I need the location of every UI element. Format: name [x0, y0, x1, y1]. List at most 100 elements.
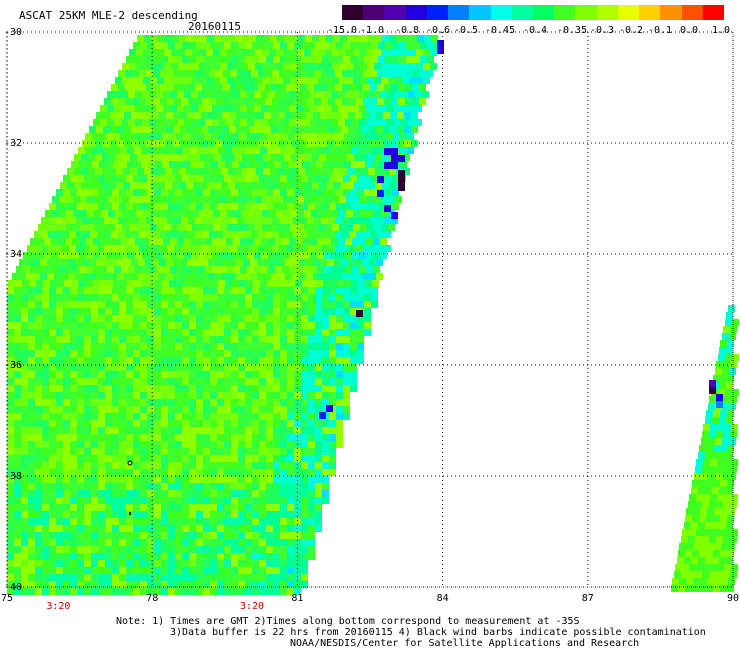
swath-cell: [88, 168, 95, 175]
swath-cell: [203, 525, 210, 532]
swath-cell: [385, 189, 392, 196]
swath-cell: [98, 301, 105, 308]
swath-cell: [161, 371, 168, 378]
swath-cell: [155, 161, 162, 168]
swath-cell: [376, 112, 383, 119]
swath-cell: [238, 350, 245, 357]
swath-cell: [119, 322, 126, 329]
swath-cell: [119, 350, 126, 357]
swath-cell: [234, 63, 241, 70]
swath-cell: [70, 203, 77, 210]
swath-cell: [391, 155, 398, 162]
swath-cell: [322, 189, 329, 196]
swath-cell: [147, 427, 154, 434]
swath-cell: [56, 287, 63, 294]
swath-cell: [265, 70, 272, 77]
swath-cell: [313, 273, 320, 280]
swath-cell: [140, 371, 147, 378]
swath-cell: [182, 462, 189, 469]
swath-cell: [175, 385, 182, 392]
swath-cell: [175, 546, 182, 553]
swath-cell: [159, 112, 166, 119]
swath-cell: [684, 557, 691, 564]
swath-cell: [119, 525, 126, 532]
swath-cell: [147, 434, 154, 441]
swath-cell: [280, 392, 287, 399]
swath-cell: [231, 357, 238, 364]
swath-cell: [35, 525, 42, 532]
swath-cell: [245, 476, 252, 483]
swath-cell: [119, 399, 126, 406]
swath-cell: [70, 427, 77, 434]
swath-cell: [287, 553, 294, 560]
swath-cell: [203, 336, 210, 343]
swath-cell: [360, 63, 367, 70]
swath-cell: [140, 378, 147, 385]
swath-cell: [119, 462, 126, 469]
swath-cell: [377, 217, 384, 224]
swath-cell: [161, 378, 168, 385]
swath-cell: [141, 161, 148, 168]
swath-cell: [147, 364, 154, 371]
swath-cell: [322, 406, 329, 413]
swath-cell: [52, 196, 59, 203]
swath-cell: [284, 35, 291, 42]
swath-cell: [266, 588, 273, 595]
swath-cell: [227, 196, 234, 203]
swath-cell: [14, 441, 21, 448]
swath-cell: [77, 588, 84, 595]
swath-cell: [223, 70, 230, 77]
swath-cell: [161, 308, 168, 315]
swath-cell: [149, 238, 156, 245]
swath-cell: [147, 301, 154, 308]
swath-cell: [28, 511, 35, 518]
swath-cell: [137, 35, 144, 42]
swath-cell: [727, 410, 734, 417]
swath-cell: [182, 322, 189, 329]
swath-cell: [417, 35, 424, 42]
swath-cell: [287, 532, 294, 539]
swath-cell: [175, 343, 182, 350]
swath-cell: [119, 553, 126, 560]
swath-cell: [296, 266, 303, 273]
swath-cell: [65, 266, 72, 273]
swath-cell: [288, 147, 295, 154]
swath-cell: [245, 357, 252, 364]
swath-cell: [301, 203, 308, 210]
swath-cell: [129, 224, 136, 231]
swath-cell: [226, 105, 233, 112]
swath-cell: [161, 581, 168, 588]
swath-cell: [329, 175, 336, 182]
swath-cell: [689, 564, 696, 571]
swath-cell: [210, 455, 217, 462]
swath-cell: [203, 462, 210, 469]
swath-cell: [238, 294, 245, 301]
swath-cell: [217, 539, 224, 546]
swath-cell: [119, 413, 126, 420]
swath-cell: [252, 581, 259, 588]
swath-cell: [286, 84, 293, 91]
swath-cell: [294, 455, 301, 462]
swath-cell: [14, 560, 21, 567]
swath-cell: [427, 42, 434, 49]
swath-cell: [210, 441, 217, 448]
swath-cell: [304, 196, 311, 203]
swath-cell: [109, 154, 116, 161]
swath-cell: [238, 546, 245, 553]
swath-cell: [292, 259, 299, 266]
swath-cell: [126, 350, 133, 357]
swath-cell: [371, 175, 378, 182]
swath-cell: [392, 189, 399, 196]
swath-cell: [266, 56, 273, 63]
swath-cell: [367, 196, 374, 203]
swath-cell: [91, 497, 98, 504]
swath-cell: [394, 105, 401, 112]
swath-cell: [366, 252, 373, 259]
swath-cell: [280, 315, 287, 322]
swath-cell: [300, 70, 307, 77]
swath-cell: [71, 161, 78, 168]
swath-cell: [228, 182, 235, 189]
swath-cell: [409, 49, 416, 56]
swath-cell: [301, 497, 308, 504]
swath-cell: [159, 140, 166, 147]
